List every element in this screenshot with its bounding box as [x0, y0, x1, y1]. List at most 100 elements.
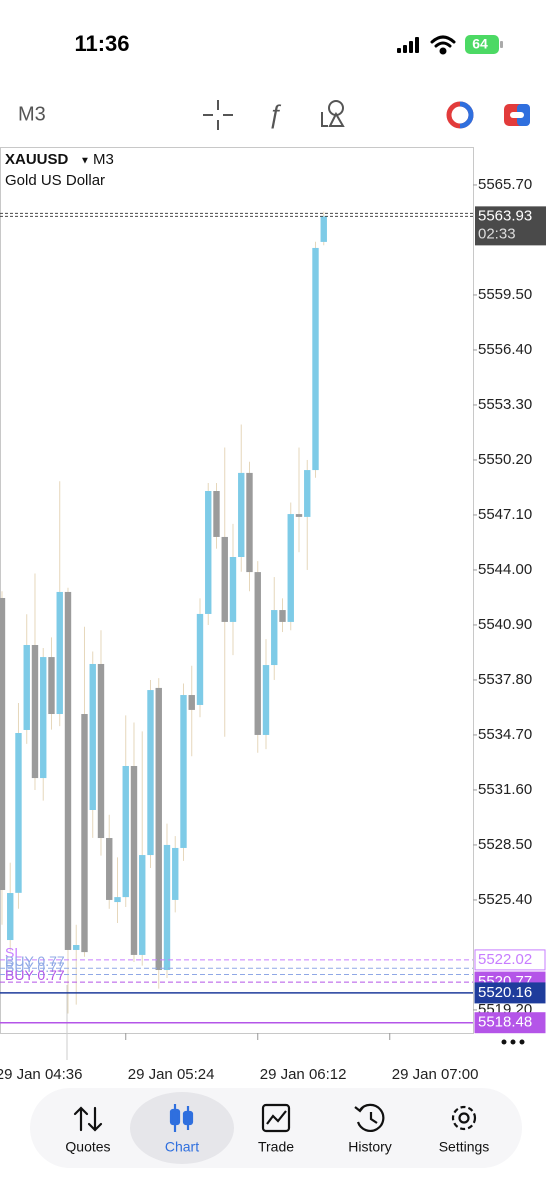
y-tick-label: 5525.40	[478, 891, 532, 908]
y-tick-label: 5531.60	[478, 781, 532, 798]
candle-body	[229, 557, 237, 622]
y-tick-label: 5553.30	[478, 396, 532, 413]
candle-body	[106, 838, 113, 900]
chart-frame	[0, 147, 474, 1034]
tab-label[interactable]: Chart	[165, 1139, 199, 1155]
candle-body	[188, 695, 195, 710]
candle-body	[163, 844, 171, 971]
candle-body	[238, 472, 245, 558]
x-tick-label: 29 Jan 07:00	[392, 1066, 479, 1083]
candle-body	[295, 514, 303, 517]
battery	[465, 35, 499, 54]
candle-body	[271, 610, 278, 666]
candle-body	[279, 610, 286, 622]
crosshair-button[interactable]	[203, 100, 233, 130]
candle-body	[172, 847, 179, 900]
candle-body	[304, 470, 311, 517]
candle-body	[139, 855, 146, 955]
candle-body	[56, 591, 63, 715]
symbol-description: Gold US Dollar	[5, 172, 105, 189]
chart-timeframe: M3	[93, 151, 114, 168]
candle-body	[213, 491, 220, 537]
status-time: 11:36	[74, 31, 129, 56]
y-tick-label: 5547.10	[478, 506, 532, 523]
symbol-dropdown[interactable]: ▼	[80, 156, 90, 167]
trade-toggle[interactable]	[446, 101, 474, 129]
candle-body	[31, 644, 39, 779]
candle-body	[23, 644, 30, 730]
y-tick-label: 5528.50	[478, 836, 532, 853]
chart-icon	[169, 1104, 194, 1132]
candle-body	[7, 893, 14, 941]
symbol: XAUUSD	[5, 151, 69, 168]
indicators-button[interactable]: ƒ	[268, 99, 282, 129]
tab-label[interactable]: Settings	[439, 1139, 490, 1155]
candle-body	[205, 491, 212, 614]
battery-level: 64	[472, 36, 488, 52]
axes: 5565.70 5559.50 5556.40 5553.30 5550.20 5547.…	[0, 176, 546, 1083]
candle-body	[130, 765, 138, 955]
x-tick-label: 29 Jan 05:24	[128, 1066, 215, 1083]
candle-body	[287, 514, 294, 622]
y-tick-label: 5550.20	[478, 451, 532, 468]
level-price: 5518.48	[478, 1014, 532, 1031]
candle-body	[155, 687, 162, 971]
trade-icon	[261, 1103, 291, 1133]
level-name: BUY 0.77	[5, 959, 65, 975]
candle-body	[81, 714, 88, 953]
tab-label[interactable]: Trade	[258, 1139, 294, 1155]
tab-label[interactable]: History	[348, 1139, 392, 1155]
level-name: BUY 0.77	[5, 967, 65, 983]
history-icon	[354, 1103, 385, 1132]
tab-highlight	[130, 1092, 234, 1164]
candle-body	[312, 247, 319, 471]
y-tick-label: 5544.00	[478, 561, 532, 578]
y-tick-label: 5537.80	[478, 671, 532, 688]
candle-body	[64, 591, 72, 950]
last-price: 5563.93	[478, 207, 532, 224]
signal-icon	[397, 37, 419, 53]
candle-body	[73, 945, 80, 950]
last-price-tag	[475, 206, 546, 246]
tab-label[interactable]: Quotes	[65, 1139, 110, 1155]
level-tag	[474, 982, 546, 1004]
objects-button[interactable]	[321, 100, 345, 127]
candle-body	[48, 657, 55, 715]
level-price: 5522.02	[478, 951, 532, 968]
battery-cap	[500, 41, 503, 48]
candle-body	[262, 665, 270, 735]
x-tick-label: 29 Jan 06:12	[260, 1066, 347, 1083]
wifi-icon	[430, 35, 456, 55]
x-tick-label: 29 Jan 04:36	[0, 1066, 82, 1083]
candle-body	[147, 690, 154, 856]
y-tick-label: 5534.70	[478, 726, 532, 743]
timeframe-button[interactable]: M3	[18, 103, 46, 125]
level-price: 5520.16	[478, 984, 532, 1001]
bar-timer: 02:33	[478, 225, 516, 242]
y-tick-label: 5565.70	[478, 176, 532, 193]
candle-body	[221, 536, 228, 622]
candle-body	[320, 216, 327, 242]
level-tag	[474, 949, 546, 971]
one-click-toggle[interactable]	[504, 104, 530, 126]
level-name: BUY 0.77	[5, 953, 65, 969]
level-name: SL	[5, 945, 22, 961]
candle-body	[40, 657, 47, 779]
candle-body	[196, 613, 204, 705]
candle-body	[114, 897, 121, 903]
candle-body	[122, 765, 129, 898]
quotes-icon	[73, 1106, 103, 1132]
level-tag	[474, 1012, 546, 1034]
candle-body	[246, 472, 253, 573]
candle-body	[15, 732, 22, 893]
candle-body	[97, 663, 105, 839]
more-button[interactable]	[501, 1039, 525, 1045]
candle-body	[0, 597, 6, 891]
y-tick-label: 5556.40	[478, 341, 532, 358]
settings-icon	[451, 1105, 477, 1131]
y-tick-label: 5559.50	[478, 286, 532, 303]
plot-area	[0, 211, 473, 1024]
tab-items: Quotes Chart Trade History Settings	[65, 1092, 489, 1164]
